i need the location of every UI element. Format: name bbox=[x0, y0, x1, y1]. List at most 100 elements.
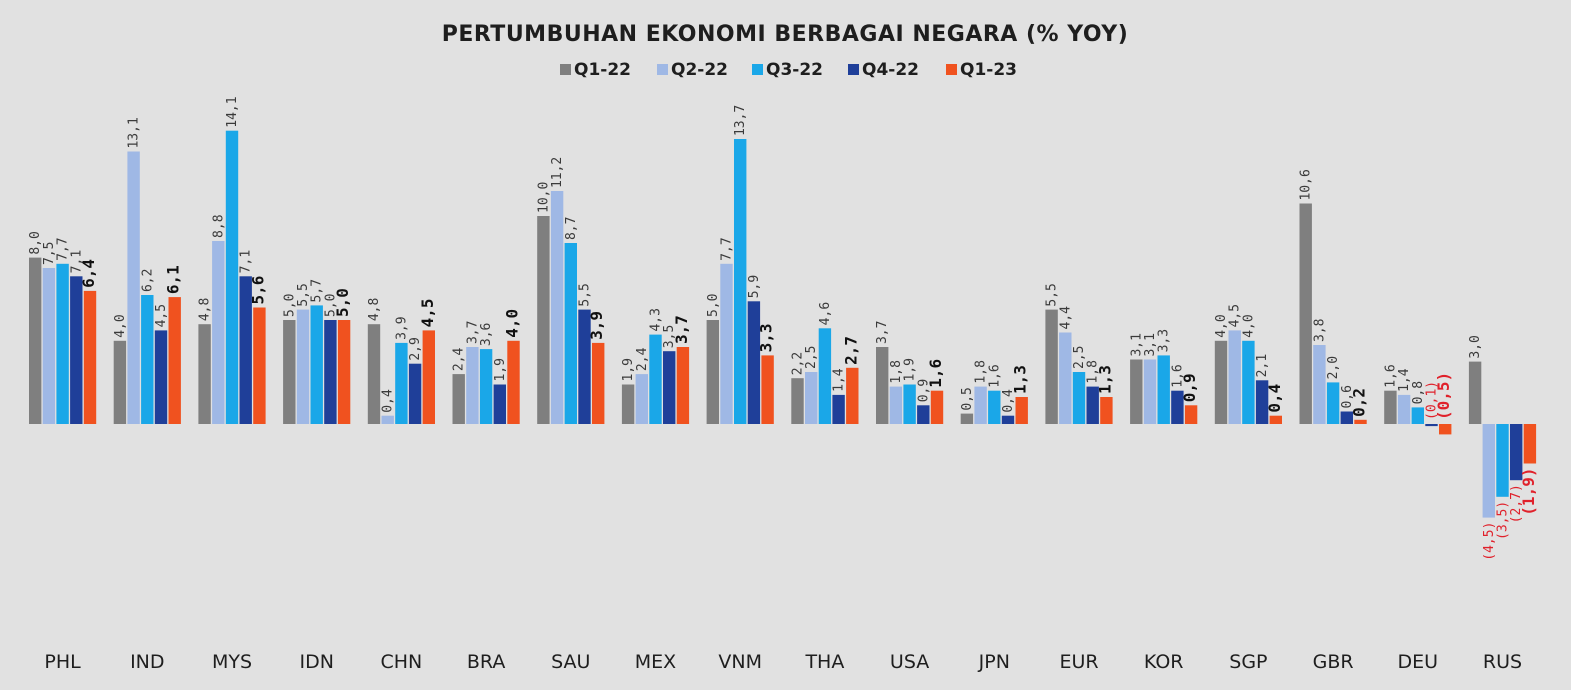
bar-tha-q1-22 bbox=[791, 378, 804, 424]
data-label-ind-q4-22: 4,5 bbox=[154, 304, 169, 327]
bar-sgp-q1-22 bbox=[1214, 340, 1228, 424]
bar-mex-q1-23 bbox=[676, 347, 690, 424]
bar-deu-q1-22 bbox=[1384, 390, 1397, 424]
legend-swatch-q3-22 bbox=[752, 64, 763, 75]
bar-sgp-q1-23 bbox=[1269, 415, 1282, 424]
data-label-sgp-q3-22: 4,0 bbox=[1241, 314, 1256, 337]
data-label-vnm-q1-23: 3,3 bbox=[757, 323, 776, 352]
data-label-tha-q4-22: 1,4 bbox=[832, 368, 847, 392]
bar-idn-q2-22 bbox=[296, 309, 310, 424]
data-label-idn-q4-22: 5,0 bbox=[323, 294, 338, 317]
data-label-bra-q2-22: 3,7 bbox=[465, 321, 480, 344]
bar-sau-q1-23 bbox=[592, 342, 605, 424]
data-label-gbr-q2-22: 3,8 bbox=[1312, 318, 1327, 341]
data-label-sau-q2-22: 11,2 bbox=[550, 157, 565, 188]
bar-jpn-q2-22 bbox=[974, 386, 987, 424]
bar-ind-q2-22 bbox=[127, 151, 140, 424]
data-label-usa-q3-22: 1,9 bbox=[903, 358, 918, 381]
category-label-gbr: GBR bbox=[1313, 651, 1354, 673]
data-label-ind-q2-22: 13,1 bbox=[127, 117, 142, 148]
bar-phl-q1-22 bbox=[29, 257, 42, 424]
data-label-gbr-q3-22: 2,0 bbox=[1326, 356, 1341, 379]
data-label-eur-q1-22: 5,5 bbox=[1045, 283, 1060, 306]
category-label-chn: CHN bbox=[381, 651, 423, 673]
data-label-ind-q3-22: 6,2 bbox=[140, 269, 155, 292]
bar-idn-q1-23 bbox=[337, 320, 351, 424]
bar-tha-q1-23 bbox=[846, 367, 859, 424]
bar-phl-q3-22 bbox=[56, 263, 69, 424]
legend-swatch-q2-22 bbox=[657, 64, 668, 75]
data-label-idn-q3-22: 5,7 bbox=[310, 279, 325, 302]
data-label-usa-q2-22: 1,8 bbox=[889, 360, 904, 383]
data-label-phl-q1-23: 6,4 bbox=[79, 259, 98, 288]
data-label-bra-q1-22: 2,4 bbox=[452, 347, 467, 371]
bar-phl-q1-23 bbox=[83, 290, 97, 424]
data-label-tha-q2-22: 2,5 bbox=[804, 346, 819, 369]
data-label-eur-q4-22: 1,8 bbox=[1086, 360, 1101, 383]
bar-gbr-q1-22 bbox=[1299, 203, 1312, 424]
data-label-chn-q1-22: 4,8 bbox=[367, 298, 382, 321]
bar-mys-q2-22 bbox=[212, 241, 225, 424]
data-label-bra-q1-23: 4,0 bbox=[503, 309, 522, 338]
bar-sau-q1-22 bbox=[537, 216, 550, 424]
category-label-bra: BRA bbox=[467, 651, 505, 673]
data-label-sgp-q1-22: 4,0 bbox=[1214, 314, 1229, 337]
data-label-gbr-q1-22: 10,6 bbox=[1299, 169, 1314, 200]
data-label-gbr-q4-22: 0,6 bbox=[1340, 385, 1355, 408]
data-label-sgp-q1-23: 0,4 bbox=[1265, 384, 1284, 413]
data-label-deu-q1-23: (0,5) bbox=[1434, 372, 1453, 420]
bar-ind-q4-22 bbox=[154, 330, 168, 424]
bar-eur-q1-23 bbox=[1100, 397, 1113, 424]
bar-deu-q3-22 bbox=[1411, 407, 1424, 424]
bar-jpn-q3-22 bbox=[988, 390, 1001, 424]
legend-label-q3-22: Q3-22 bbox=[766, 60, 823, 80]
bar-gbr-q4-22 bbox=[1340, 411, 1353, 424]
bar-mex-q1-22 bbox=[621, 384, 635, 424]
bar-eur-q1-22 bbox=[1045, 309, 1058, 424]
bar-rus-q4-22 bbox=[1510, 424, 1523, 481]
category-label-sau: SAU bbox=[551, 651, 590, 673]
data-label-vnm-q2-22: 7,7 bbox=[720, 237, 735, 260]
legend-label-q4-22: Q4-22 bbox=[862, 60, 919, 80]
category-label-phl: PHL bbox=[44, 651, 81, 673]
data-label-mys-q4-22: 7,1 bbox=[239, 250, 254, 273]
bar-usa-q3-22 bbox=[903, 384, 916, 424]
bar-eur-q2-22 bbox=[1059, 332, 1072, 424]
category-label-kor: KOR bbox=[1144, 651, 1184, 673]
bar-sau-q2-22 bbox=[550, 191, 564, 424]
data-label-mex-q2-22: 2,4 bbox=[635, 347, 650, 371]
bar-chn-q1-23 bbox=[422, 330, 435, 424]
category-label-rus: RUS bbox=[1483, 651, 1522, 673]
category-label-usa: USA bbox=[890, 651, 929, 673]
bar-idn-q3-22 bbox=[310, 305, 323, 424]
category-label-mys: MYS bbox=[212, 651, 252, 673]
category-label-ind: IND bbox=[130, 651, 164, 673]
data-label-sau-q4-22: 5,5 bbox=[578, 283, 593, 306]
bar-chn-q4-22 bbox=[408, 363, 422, 424]
bar-sgp-q4-22 bbox=[1255, 380, 1269, 424]
data-label-mex-q4-22: 3,5 bbox=[662, 325, 677, 348]
bar-jpn-q1-22 bbox=[960, 413, 974, 424]
bar-chn-q2-22 bbox=[381, 415, 394, 424]
bar-mys-q3-22 bbox=[225, 130, 239, 424]
bar-gbr-q1-23 bbox=[1354, 419, 1367, 424]
data-label-deu-q2-22: 1,4 bbox=[1397, 368, 1412, 392]
chart-title: PERTUMBUHAN EKONOMI BERBAGAI NEGARA (% Y… bbox=[442, 22, 1129, 47]
data-label-deu-q3-22: 0,8 bbox=[1411, 381, 1426, 404]
data-label-rus-q3-22: (3,5) bbox=[1496, 501, 1511, 540]
legend-swatch-q4-22 bbox=[848, 64, 859, 75]
data-label-deu-q4-22: (0,1) bbox=[1425, 381, 1440, 420]
data-label-jpn-q4-22: 0,4 bbox=[1001, 389, 1016, 413]
data-label-sgp-q2-22: 4,5 bbox=[1228, 304, 1243, 327]
data-label-tha-q1-23: 2,7 bbox=[841, 336, 860, 365]
bar-vnm-q1-23 bbox=[761, 355, 774, 424]
category-label-idn: IDN bbox=[299, 651, 333, 673]
data-label-eur-q2-22: 4,4 bbox=[1058, 306, 1073, 330]
data-label-sau-q1-23: 3,9 bbox=[587, 311, 606, 340]
bar-usa-q2-22 bbox=[889, 386, 903, 424]
bar-sau-q3-22 bbox=[564, 243, 577, 424]
data-label-phl-q2-22: 7,5 bbox=[42, 242, 57, 265]
bar-chn-q1-22 bbox=[367, 324, 381, 424]
data-label-jpn-q1-23: 1,3 bbox=[1011, 365, 1030, 394]
data-label-rus-q2-22: (4,5) bbox=[1482, 522, 1497, 561]
